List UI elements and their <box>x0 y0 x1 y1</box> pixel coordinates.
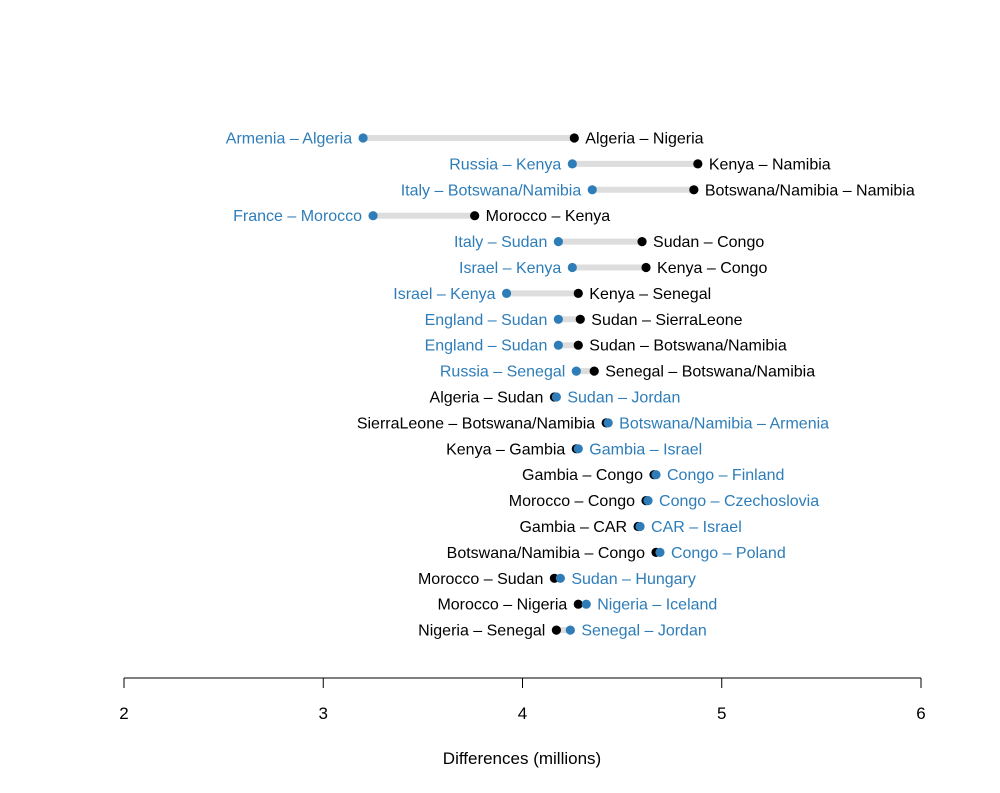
black-label: Morocco – Sudan <box>418 571 543 588</box>
x-tick-label: 4 <box>518 704 527 723</box>
black-point <box>573 340 583 350</box>
black-label: Gambia – CAR <box>519 519 627 536</box>
black-point <box>569 133 579 143</box>
black-label: Kenya – Senegal <box>589 286 711 303</box>
blue-point <box>571 366 581 376</box>
x-axis-ticks: 2 3 4 5 6 <box>119 678 926 723</box>
blue-label: Italy – Sudan <box>454 234 547 251</box>
black-point <box>641 262 651 273</box>
blue-point <box>501 288 512 298</box>
black-point <box>573 599 583 609</box>
black-label: Algeria – Nigeria <box>585 131 703 148</box>
blue-point <box>368 211 378 221</box>
blue-point <box>573 444 583 454</box>
blue-label: Botswana/Namibia – Armenia <box>619 415 829 432</box>
blue-point <box>553 314 563 324</box>
point-layer <box>358 133 703 635</box>
blue-point <box>567 159 577 169</box>
x-tick-label: 3 <box>319 704 328 723</box>
blue-point <box>553 340 563 350</box>
x-axis-title: Differences (millions) <box>443 749 601 768</box>
blue-label: CAR – Israel <box>651 519 742 536</box>
blue-point <box>555 573 565 583</box>
black-label: Kenya – Namibia <box>709 156 831 173</box>
blue-label: Sudan – Jordan <box>567 390 680 407</box>
black-label: Algeria – Sudan <box>430 390 544 407</box>
blue-point <box>587 185 597 195</box>
black-point <box>637 237 647 247</box>
black-point <box>551 625 561 635</box>
x-axis: 2 3 4 5 6 <box>119 677 926 723</box>
blue-label: England – Sudan <box>425 312 548 329</box>
black-point <box>689 185 699 195</box>
x-tick-label: 6 <box>916 704 925 723</box>
blue-label: Congo – Finland <box>667 467 784 484</box>
black-label: Botswana/Namibia – Namibia <box>705 182 915 199</box>
blue-point <box>551 392 561 402</box>
black-label: Morocco – Kenya <box>486 208 611 225</box>
black-label: Morocco – Nigeria <box>437 597 567 614</box>
blue-label: Israel – Kenya <box>393 286 495 303</box>
black-label: Kenya – Gambia <box>446 441 565 458</box>
blue-point <box>581 599 591 609</box>
black-label: Senegal – Botswana/Namibia <box>605 364 815 381</box>
black-label: Sudan – Congo <box>653 234 764 251</box>
black-point <box>470 211 480 221</box>
blue-label: Senegal – Jordan <box>581 623 706 640</box>
black-label: Gambia – Congo <box>522 467 643 484</box>
blue-point <box>603 418 613 428</box>
blue-label: France – Morocco <box>233 208 362 225</box>
blue-point <box>567 262 577 273</box>
black-point <box>693 159 703 169</box>
blue-label: Russia – Senegal <box>440 364 565 381</box>
x-tick-label: 5 <box>717 704 726 723</box>
black-label: Sudan – SierraLeone <box>591 312 742 329</box>
blue-label: Sudan – Hungary <box>571 571 696 588</box>
black-point <box>589 366 599 376</box>
blue-point <box>553 237 563 247</box>
black-point <box>573 288 583 298</box>
black-label: Botswana/Namibia – Congo <box>447 545 645 562</box>
black-label: Morocco – Congo <box>509 493 635 510</box>
black-point <box>575 314 585 324</box>
blue-label: Russia – Kenya <box>449 156 561 173</box>
blue-label: England – Sudan <box>425 338 548 355</box>
blue-label: Italy – Botswana/Namibia <box>401 182 582 199</box>
blue-point <box>635 521 645 532</box>
blue-point <box>655 547 665 558</box>
x-tick-label: 2 <box>119 704 128 723</box>
blue-point <box>651 470 661 480</box>
black-label: Nigeria – Senegal <box>418 623 545 640</box>
blue-point <box>358 133 368 143</box>
black-label: SierraLeone – Botswana/Namibia <box>357 415 595 432</box>
blue-point <box>565 625 575 635</box>
blue-label: Nigeria – Iceland <box>597 597 717 614</box>
blue-label: Gambia – Israel <box>589 441 702 458</box>
black-label: Sudan – Botswana/Namibia <box>589 338 787 355</box>
blue-label: Armenia – Algeria <box>226 131 352 148</box>
blue-point <box>643 496 653 506</box>
label-layer: Armenia – Algeria Algeria – Nigeria Russia… <box>226 131 915 640</box>
blue-label: Israel – Kenya <box>459 260 561 277</box>
black-label: Kenya – Congo <box>657 260 767 277</box>
blue-label: Congo – Poland <box>671 545 786 562</box>
blue-label: Congo – Czechoslovia <box>659 493 819 510</box>
